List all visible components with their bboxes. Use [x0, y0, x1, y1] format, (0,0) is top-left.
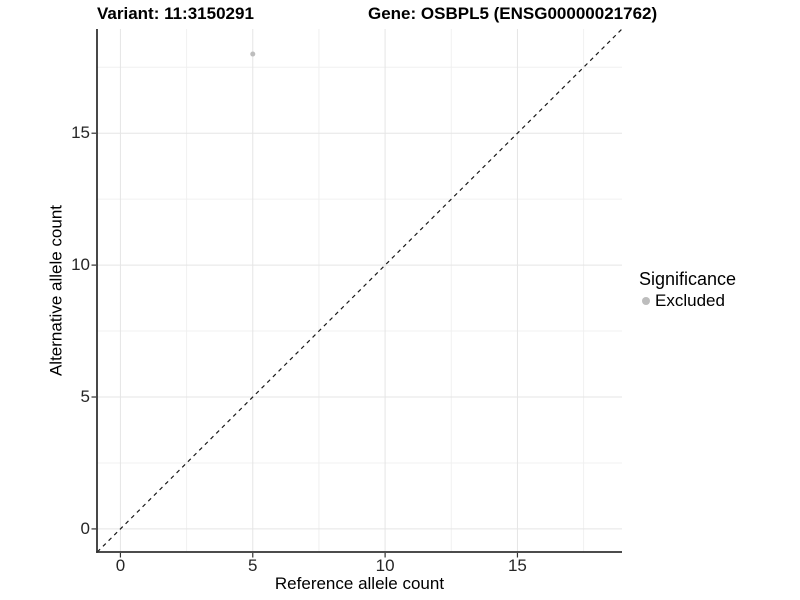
x-tick-label: 5: [248, 556, 258, 575]
plot-title-variant: Variant: 11:3150291: [97, 4, 254, 23]
legend: Significance Excluded: [637, 269, 736, 310]
identity-dashed-line: [96, 28, 623, 553]
excluded-point-icon: [642, 296, 650, 305]
y-tick-label: 10: [71, 255, 90, 275]
x-tick-label: 15: [507, 556, 527, 575]
y-tick-label: 15: [71, 123, 90, 143]
x-tick-label: 0: [115, 556, 126, 575]
x-tick-label: 10: [375, 556, 395, 575]
y-tick-label: 5: [80, 387, 90, 406]
legend-item-label: Excluded: [655, 291, 725, 310]
x-axis-title: Reference allele count: [274, 574, 445, 593]
legend-key: [637, 292, 655, 310]
data-point-excluded: [250, 51, 256, 57]
y-tick-label: 0: [80, 518, 90, 538]
plot-title-gene: Gene: OSBPL5 (ENSG00000021762): [368, 4, 658, 23]
legend-item-excluded: Excluded: [637, 291, 736, 310]
legend-title: Significance: [639, 269, 737, 289]
